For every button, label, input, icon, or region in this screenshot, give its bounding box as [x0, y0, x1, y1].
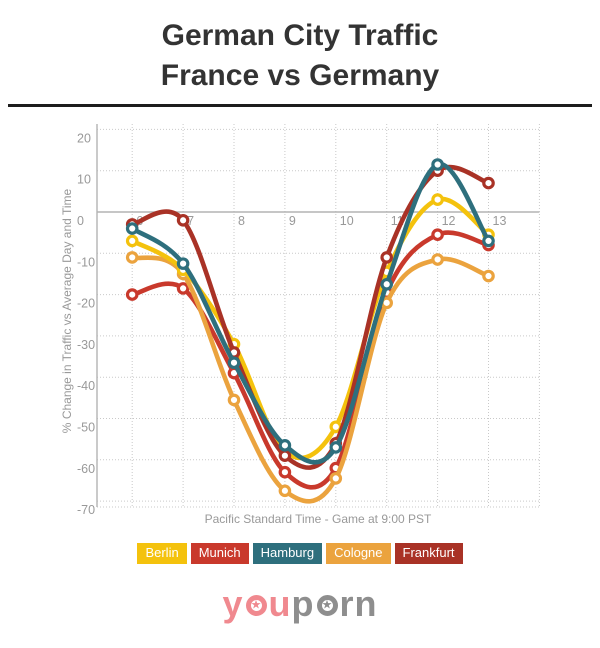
y-tick-label-20: 20 [77, 131, 91, 145]
marker-cologne-8 [227, 393, 241, 407]
y-tick-label--30: -30 [77, 338, 95, 352]
marker-munich-9 [278, 465, 292, 479]
marker-frankfurt-11 [380, 251, 393, 264]
marker-hamburg-7 [176, 257, 190, 270]
logo-o-star-icon: ★ [316, 594, 338, 616]
logo-letter-u: u [268, 583, 292, 624]
y-tick-label--40: -40 [77, 379, 95, 393]
y-tick-label--60: -60 [77, 462, 95, 476]
legend-item-hamburg: Hamburg [252, 543, 323, 564]
logo-wordmark: y ★ u p ★ r n [222, 582, 377, 626]
page-title: German City Traffic France vs Germany [0, 16, 600, 96]
marker-cologne-10 [329, 472, 343, 485]
title-line-1: German City Traffic [161, 19, 439, 52]
marker-cologne-13 [482, 269, 495, 283]
marker-cologne-12 [431, 253, 444, 266]
marker-hamburg-12 [431, 158, 444, 171]
x-tick-label-13: 13 [493, 214, 507, 228]
x-tick-label-12: 12 [442, 214, 456, 228]
legend-item-frankfurt: Frankfurt [394, 543, 463, 564]
y-tick-label--20: -20 [77, 297, 95, 311]
y-tick-label-10: 10 [77, 173, 91, 187]
marker-hamburg-6 [125, 222, 139, 235]
legend-item-berlin: Berlin [137, 543, 187, 564]
y-tick-label--70: -70 [77, 503, 95, 517]
marker-cologne-6 [125, 251, 139, 264]
y-tick-label--10: -10 [77, 255, 95, 269]
logo: y ★ u p ★ r n [0, 582, 600, 626]
series-line-hamburg [129, 162, 491, 465]
logo-o-star-icon: ★ [245, 594, 267, 616]
marker-hamburg-10 [329, 441, 343, 454]
x-tick-label-9: 9 [289, 214, 296, 228]
marker-cologne-9 [278, 484, 292, 498]
legend-item-cologne: Cologne [326, 543, 391, 564]
x-tick-label-7: 7 [187, 214, 194, 228]
title-line-2: France vs Germany [160, 59, 440, 92]
marker-frankfurt-9 [278, 449, 292, 462]
logo-letter-p: p [291, 583, 315, 624]
series-line-cologne [129, 255, 491, 504]
marker-munich-7 [176, 282, 190, 295]
marker-hamburg-11 [380, 277, 393, 291]
marker-munich-6 [125, 288, 139, 301]
marker-berlin-12 [431, 193, 444, 206]
logo-letter-r: r [339, 583, 355, 624]
marker-hamburg-8 [227, 356, 241, 370]
marker-hamburg-13 [482, 234, 495, 248]
star-icon: ★ [250, 597, 262, 612]
x-tick-label-8: 8 [238, 214, 245, 228]
legend-item-munich: Munich [190, 543, 249, 564]
x-axis-caption: Pacific Standard Time - Game at 9:00 PST [204, 512, 432, 526]
x-tick-label-10: 10 [340, 214, 354, 228]
marker-berlin-6 [125, 234, 139, 248]
marker-frankfurt-13 [482, 176, 495, 190]
logo-letter-y: y [222, 583, 244, 624]
marker-hamburg-9 [278, 439, 292, 452]
legend: Berlin Munich Hamburg Cologne Frankfurt [0, 543, 600, 564]
logo-letter-n: n [354, 583, 378, 624]
y-axis-title: % Change in Traffic vs Average Day and T… [60, 188, 74, 434]
marker-frankfurt-7 [176, 213, 190, 227]
marker-munich-12 [431, 228, 444, 242]
title-divider [8, 104, 592, 107]
y-tick-label--50: -50 [77, 421, 95, 435]
star-icon: ★ [321, 597, 333, 612]
y-tick-label-0: 0 [77, 214, 84, 228]
